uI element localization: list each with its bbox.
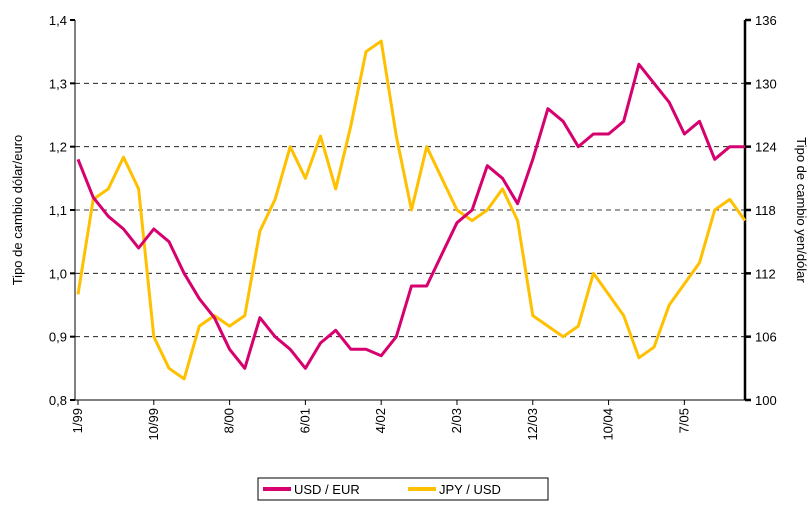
y-tick-label: 1,2 — [49, 140, 67, 155]
x-tick-label: 1/99 — [70, 408, 85, 433]
y2-tick-label: 118 — [755, 203, 776, 218]
y-tick-label: 0,8 — [49, 393, 67, 408]
legend-label: JPY / USD — [439, 482, 501, 497]
y2-tick-label: 124 — [755, 140, 777, 155]
x-tick-label: 8/00 — [222, 408, 237, 433]
y-axis-title: Tipo de cambio dólar/euro — [10, 135, 25, 286]
y-tick-label: 1,4 — [49, 13, 67, 28]
y2-tick-label: 106 — [755, 330, 777, 345]
y-tick-label: 1,3 — [49, 76, 67, 91]
y-tick-label: 1,1 — [49, 203, 67, 218]
x-tick-label: 7/05 — [676, 408, 691, 433]
x-tick-label: 6/01 — [297, 408, 312, 433]
y2-tick-label: 100 — [755, 393, 777, 408]
x-tick-label: 10/04 — [601, 408, 616, 441]
legend-box — [257, 477, 549, 501]
x-tick-label: 4/02 — [373, 408, 388, 433]
y-tick-label: 0,9 — [49, 330, 67, 345]
x-tick-label: 12/03 — [525, 408, 540, 441]
y2-tick-label: 112 — [755, 266, 776, 281]
y-tick-label: 1,0 — [49, 266, 67, 281]
y2-tick-label: 130 — [755, 76, 777, 91]
legend-label: USD / EUR — [294, 482, 360, 497]
x-tick-label: 10/99 — [146, 408, 161, 441]
data-line — [76, 62, 745, 370]
x-tick-label: 2/03 — [449, 408, 464, 433]
data-line — [76, 39, 747, 381]
y2-tick-label: 136 — [755, 13, 777, 28]
y2-axis-title: Tipo de cambio yen/dólar — [794, 137, 809, 283]
